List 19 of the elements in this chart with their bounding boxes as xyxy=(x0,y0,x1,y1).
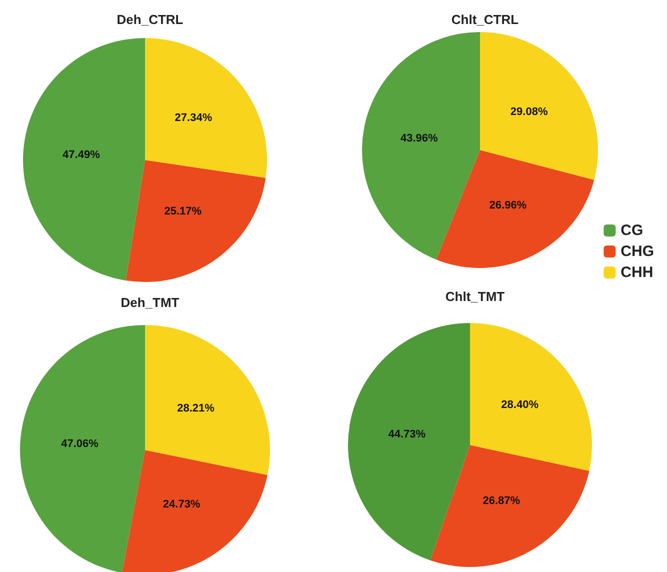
data-label: 29.08% xyxy=(510,106,548,118)
data-label: 47.49% xyxy=(62,148,100,161)
chart-title: Deh_TMT xyxy=(120,295,180,310)
data-label: 43.96% xyxy=(400,132,438,144)
data-label: 28.40% xyxy=(501,398,539,411)
chart-title: Chlt_CTRL xyxy=(451,12,519,27)
data-label: 24.73% xyxy=(162,498,200,510)
data-label: 28.21% xyxy=(177,402,215,415)
data-label: 27.34% xyxy=(174,112,212,124)
data-label: 25.17% xyxy=(164,206,202,218)
data-label: 26.96% xyxy=(489,199,527,212)
legend-label: CHH xyxy=(620,264,654,281)
chart-title: Chlt_TMT xyxy=(445,289,505,304)
data-label: 44.73% xyxy=(388,428,426,440)
data-label: 26.87% xyxy=(482,494,520,507)
legend-label: CG xyxy=(620,222,644,239)
data-label: 47.06% xyxy=(61,438,99,450)
chart-title: Deh_CTRL xyxy=(116,12,184,27)
legend-label: CHG xyxy=(620,243,654,260)
